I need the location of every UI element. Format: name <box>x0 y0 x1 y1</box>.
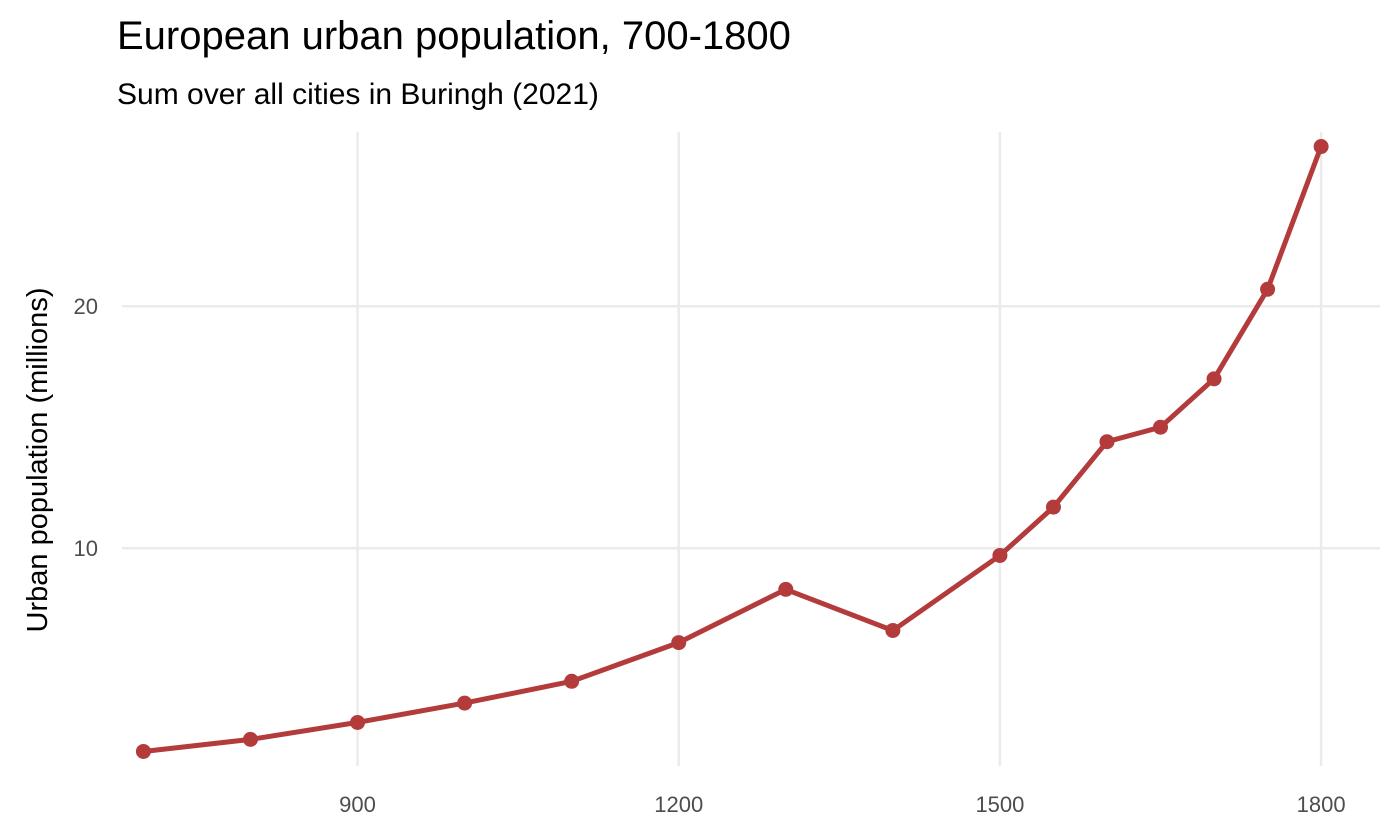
x-tick-label: 1800 <box>1297 792 1346 817</box>
tick-labels: 900 1200 1500 1800 10 20 <box>74 294 1346 817</box>
data-point <box>885 622 901 638</box>
chart-title: European urban population, 700-1800 <box>117 14 791 58</box>
data-point <box>1313 139 1329 155</box>
y-tick-label: 10 <box>74 536 98 561</box>
y-tick-label: 20 <box>74 294 98 319</box>
data-point <box>778 581 794 597</box>
series-group <box>135 139 1329 759</box>
data-point <box>457 695 473 711</box>
data-point <box>1045 499 1061 515</box>
series-line <box>140 144 1324 754</box>
data-point <box>1206 371 1222 387</box>
x-tick-label: 1500 <box>975 792 1024 817</box>
data-point <box>671 635 687 651</box>
data-point <box>135 743 151 759</box>
y-axis-title: Urban population (millions) <box>22 288 54 633</box>
data-point <box>242 731 258 747</box>
data-point <box>564 673 580 689</box>
x-tick-label: 1200 <box>654 792 703 817</box>
data-point <box>350 714 366 730</box>
data-point <box>1099 434 1115 450</box>
data-point <box>1260 281 1276 297</box>
grid-lines <box>122 132 1380 766</box>
chart-subtitle: Sum over all cities in Buringh (2021) <box>117 78 599 111</box>
data-point <box>992 547 1008 563</box>
data-point <box>1153 419 1169 435</box>
x-tick-label: 900 <box>339 792 376 817</box>
